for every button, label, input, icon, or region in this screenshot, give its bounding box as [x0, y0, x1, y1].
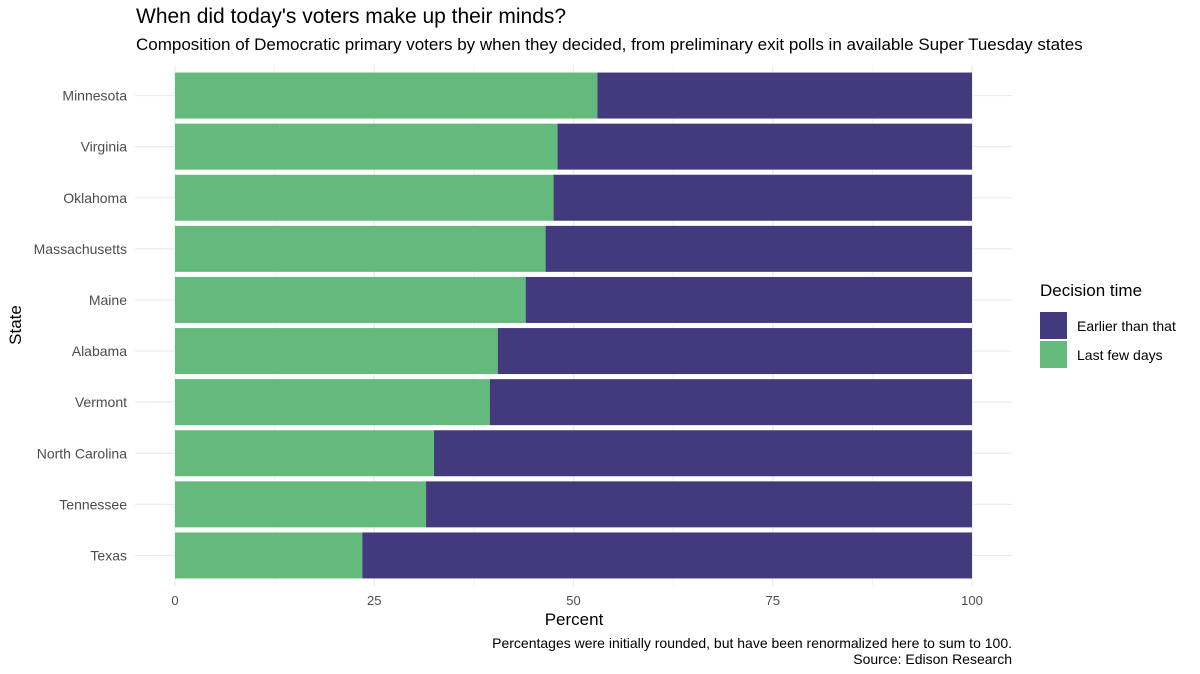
bar-last-few-days-virginia	[175, 123, 558, 170]
caption-note: Percentages were initially rounded, but …	[492, 635, 1012, 651]
bar-last-few-days-minnesota	[175, 72, 598, 119]
y-tick-label: Alabama	[72, 343, 127, 359]
bar-earlier-than-that-tennessee	[426, 481, 972, 528]
chart-title: When did today's voters make up their mi…	[136, 5, 567, 28]
x-tick-label: 0	[171, 593, 178, 608]
y-tick-label: Tennessee	[59, 496, 127, 512]
bar-earlier-than-that-minnesota	[597, 72, 972, 119]
legend-label-last-few-days: Last few days	[1077, 346, 1163, 363]
y-tick-label: Maine	[89, 292, 127, 308]
bar-last-few-days-texas	[175, 532, 363, 579]
y-tick-label: Oklahoma	[63, 190, 127, 206]
legend-label-earlier: Earlier than that	[1077, 317, 1176, 334]
bar-last-few-days-maine	[175, 276, 526, 323]
chart-subtitle: Composition of Democratic primary voters…	[136, 35, 1083, 54]
x-tick-label: 25	[367, 593, 381, 608]
x-tick-label: 75	[766, 593, 780, 608]
x-axis-title: Percent	[545, 610, 604, 629]
x-tick-label: 50	[566, 593, 580, 608]
legend-swatch-earlier	[1040, 312, 1067, 339]
caption-source: Source: Edison Research	[853, 651, 1012, 667]
bar-last-few-days-north-carolina	[175, 430, 435, 477]
bar-earlier-than-that-alabama	[497, 328, 972, 375]
legend-swatch-last-few-days	[1040, 341, 1067, 368]
y-tick-label: Massachusetts	[34, 241, 127, 257]
bar-last-few-days-oklahoma	[175, 174, 554, 221]
bar-last-few-days-alabama	[175, 328, 498, 375]
y-tick-label: North Carolina	[37, 445, 127, 461]
legend: Decision time Earlier than that Last few…	[1040, 281, 1176, 369]
y-axis-ticks: Minnesota Virginia Oklahoma Massachusetts Ma…	[34, 88, 128, 564]
bars	[175, 72, 972, 579]
bar-earlier-than-that-vermont	[489, 379, 972, 426]
y-tick-label: Minnesota	[62, 88, 127, 104]
bar-earlier-than-that-texas	[362, 532, 972, 579]
bar-last-few-days-vermont	[175, 379, 490, 426]
legend-title: Decision time	[1040, 281, 1143, 300]
y-tick-label: Vermont	[75, 394, 127, 410]
legend-item-last-few-days: Last few days	[1040, 340, 1176, 369]
bar-earlier-than-that-maine	[525, 276, 972, 323]
y-tick-label: Virginia	[81, 139, 128, 155]
bar-earlier-than-that-massachusetts	[545, 225, 972, 272]
bar-earlier-than-that-oklahoma	[553, 174, 972, 221]
x-tick-label: 100	[961, 593, 983, 608]
bar-earlier-than-that-north-carolina	[434, 430, 972, 477]
y-tick-label: Texas	[90, 547, 127, 563]
bar-earlier-than-that-virginia	[557, 123, 972, 170]
y-axis-title: State	[6, 305, 25, 345]
legend-item-earlier: Earlier than that	[1040, 311, 1176, 340]
bar-last-few-days-massachusetts	[175, 225, 546, 272]
caption: Percentages were initially rounded, but …	[492, 635, 1012, 667]
bar-last-few-days-tennessee	[175, 481, 427, 528]
x-axis-ticks: 0 25 50 75 100	[171, 593, 982, 608]
